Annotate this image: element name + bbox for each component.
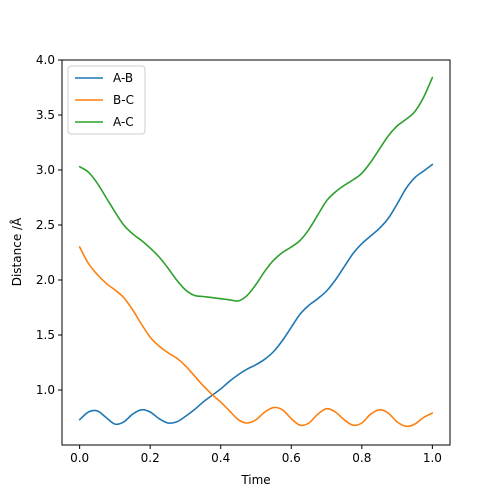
- legend-label: A-B: [113, 71, 133, 85]
- x-tick-label: 0.4: [211, 451, 230, 465]
- y-tick-label: 4.0: [36, 53, 55, 67]
- y-tick-label: 2.5: [36, 218, 55, 232]
- legend: A-B B-C A-C: [67, 65, 146, 135]
- legend-label: A-C: [113, 115, 134, 129]
- y-tick-label: 3.0: [36, 163, 55, 177]
- y-axis-label: Distance /Å: [9, 217, 24, 286]
- series-line-a-c: [78, 76, 434, 302]
- x-tick-label: 0.6: [282, 451, 301, 465]
- y-tick-label: 1.0: [36, 383, 55, 397]
- series-layer: [78, 76, 434, 428]
- x-axis-label: Time: [240, 473, 270, 487]
- y-tick-label: 2.0: [36, 273, 55, 287]
- series-line-b-c: [78, 246, 434, 428]
- x-tick-label: 0.2: [141, 451, 160, 465]
- plot-frame: [61, 59, 451, 446]
- series-line-a-b: [78, 163, 434, 426]
- x-tick-label: 0.0: [70, 451, 89, 465]
- legend-box: [67, 65, 146, 135]
- x-tick-label: 1.0: [423, 451, 442, 465]
- x-tick-label: 0.8: [352, 451, 371, 465]
- x-axis-ticks: 0.0 0.2 0.4 0.6 0.8 1.0: [70, 445, 442, 465]
- y-tick-label: 3.5: [36, 108, 55, 122]
- legend-label: B-C: [113, 93, 134, 107]
- y-tick-label: 1.5: [36, 328, 55, 342]
- y-axis-ticks: 1.0 1.5 2.0 2.5 3.0 3.5 4.0: [36, 53, 62, 397]
